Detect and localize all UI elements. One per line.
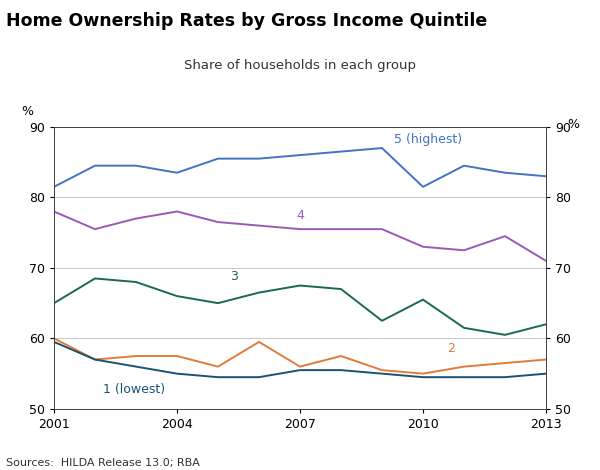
Text: 1 (lowest): 1 (lowest) <box>103 383 166 396</box>
Text: Share of households in each group: Share of households in each group <box>184 59 416 72</box>
Text: 5 (highest): 5 (highest) <box>394 133 463 146</box>
Text: Sources:  HILDA Release 13.0; RBA: Sources: HILDA Release 13.0; RBA <box>6 458 200 468</box>
Y-axis label: %: % <box>21 105 33 118</box>
Y-axis label: %: % <box>567 118 579 132</box>
Text: 4: 4 <box>296 209 304 221</box>
Text: 3: 3 <box>230 270 238 283</box>
Text: 2: 2 <box>448 343 455 355</box>
Text: Home Ownership Rates by Gross Income Quintile: Home Ownership Rates by Gross Income Qui… <box>6 12 487 30</box>
